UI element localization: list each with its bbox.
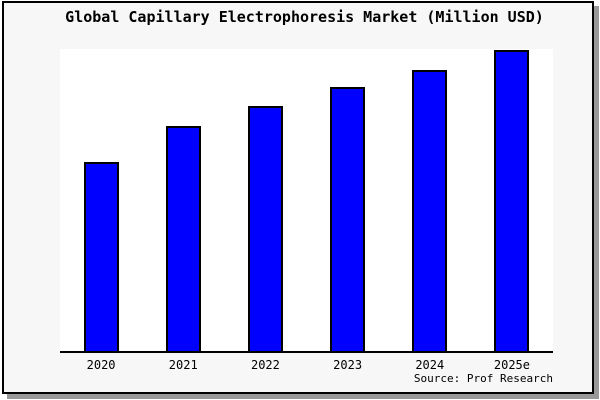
chart-frame: Global Capillary Electrophoresis Market … <box>2 1 594 394</box>
bar-2023 <box>330 87 366 351</box>
bar-2024 <box>412 70 448 351</box>
chart-title: Global Capillary Electrophoresis Market … <box>65 8 544 26</box>
plot-area <box>60 49 553 353</box>
x-tick-label-2025e: 2025e <box>493 358 530 372</box>
x-axis-labels: 2020 2021 2022 2023 2024 2025e <box>60 358 553 372</box>
bar-2022 <box>247 106 283 351</box>
source-note: Source: Prof Research <box>413 372 553 385</box>
x-tick-label-2021: 2021 <box>168 358 198 372</box>
x-tick-label-2020: 2020 <box>86 358 116 372</box>
bars <box>60 49 553 351</box>
x-tick-label-2023: 2023 <box>333 358 363 372</box>
x-tick-label-2024: 2024 <box>415 358 445 372</box>
bar-2025e <box>494 50 530 351</box>
bar-2021 <box>165 126 201 351</box>
x-tick-label-2022: 2022 <box>250 358 280 372</box>
bar-2020 <box>83 162 119 351</box>
